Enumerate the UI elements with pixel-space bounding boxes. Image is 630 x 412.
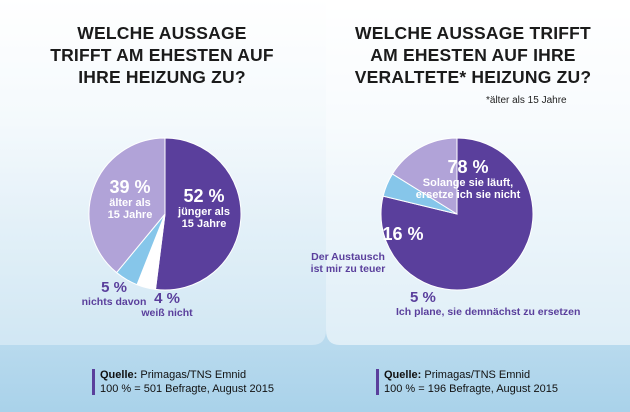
pie1-text-young: 15 Jahre	[181, 218, 227, 230]
pie1-text-unknown: weiß nicht	[141, 307, 193, 319]
pie1-pct-old: 39 %	[109, 177, 151, 197]
pie1-label-unknown: 4 % weiß nicht	[137, 290, 197, 320]
chart1-title-line: IHRE HEIZUNG ZU?	[78, 67, 246, 87]
pie1-pct-young: 52 %	[183, 186, 225, 206]
source-bar	[92, 369, 95, 395]
pie2-text-keep: ersetze ich sie nicht	[415, 189, 521, 201]
source-name: Primagas/TNS Emnid	[424, 369, 531, 381]
pie1-slice-4	[88, 137, 166, 274]
pie2-pct-expensive: 16 %	[382, 224, 424, 244]
pie2-pct-plan: 5 %	[410, 289, 436, 306]
chart1-title-line: WELCHE AUSSAGE	[77, 23, 247, 43]
pie1-text-young: jünger als	[178, 206, 230, 218]
chart2-title: WELCHE AUSSAGE TRIFFT AM EHESTEN AUF IHR…	[338, 22, 608, 88]
pie2-label-plan: 5 % Ich plane, sie demnächst zu ersetzen	[396, 289, 616, 319]
pie1-text-old: 15 Jahre	[107, 209, 153, 221]
pie2-slice-label-keep: 78 % Solange sie läuft, ersetze ich sie …	[400, 157, 536, 201]
pie1-slice-1	[154, 137, 242, 291]
source-name: Primagas/TNS Emnid	[140, 369, 247, 381]
chart2-title-line: VERALTETE* HEIZUNG ZU?	[354, 67, 592, 87]
pie1-slice-label-old: 39 % älter als 15 Jahre	[94, 177, 166, 221]
chart2-title-line: WELCHE AUSSAGE TRIFFT	[355, 23, 591, 43]
chart1-source: Quelle: Primagas/TNS Emnid 100 % = 501 B…	[92, 368, 274, 396]
pie2-pct-keep: 78 %	[447, 157, 489, 177]
pie2-slice-3	[391, 137, 458, 215]
chart2-title-line: AM EHESTEN AUF IHRE	[370, 45, 576, 65]
chart2-footnote: *älter als 15 Jahre	[486, 95, 567, 106]
source-bar	[376, 369, 379, 395]
pie2-text-plan: Ich plane, sie demnächst zu ersetzen	[396, 306, 581, 318]
pie1-slice-label-young: 52 % jünger als 15 Jahre	[170, 186, 238, 230]
pie1-text-old: älter als	[109, 197, 151, 209]
source-label: Quelle:	[384, 369, 422, 381]
source-label: Quelle:	[100, 369, 138, 381]
source-base: 100 % = 501 Befragte, August 2015	[100, 383, 274, 395]
pie1-pct-nothing: 5 %	[101, 279, 127, 296]
pie2-text-expensive: ist mir zu teuer	[310, 263, 386, 275]
chart1-title: WELCHE AUSSAGE TRIFFT AM EHESTEN AUF IHR…	[42, 22, 282, 88]
pie2-text-keep: Solange sie läuft,	[422, 177, 514, 189]
chart1-title-line: TRIFFT AM EHESTEN AUF	[50, 45, 274, 65]
pie1-text-nothing: nichts davon	[81, 296, 147, 308]
source-base: 100 % = 196 Befragte, August 2015	[384, 383, 558, 395]
pie1-pct-unknown: 4 %	[154, 290, 180, 307]
pie2-text-expensive: Der Austausch	[311, 251, 385, 263]
pie2-label-expensive: Der Austausch ist mir zu teuer	[300, 251, 396, 275]
pie2-slice-label-expensive-pct: 16 %	[382, 224, 424, 244]
pie1-label-nothing: 5 % nichts davon	[78, 279, 150, 309]
chart2-source: Quelle: Primagas/TNS Emnid 100 % = 196 B…	[376, 368, 558, 396]
